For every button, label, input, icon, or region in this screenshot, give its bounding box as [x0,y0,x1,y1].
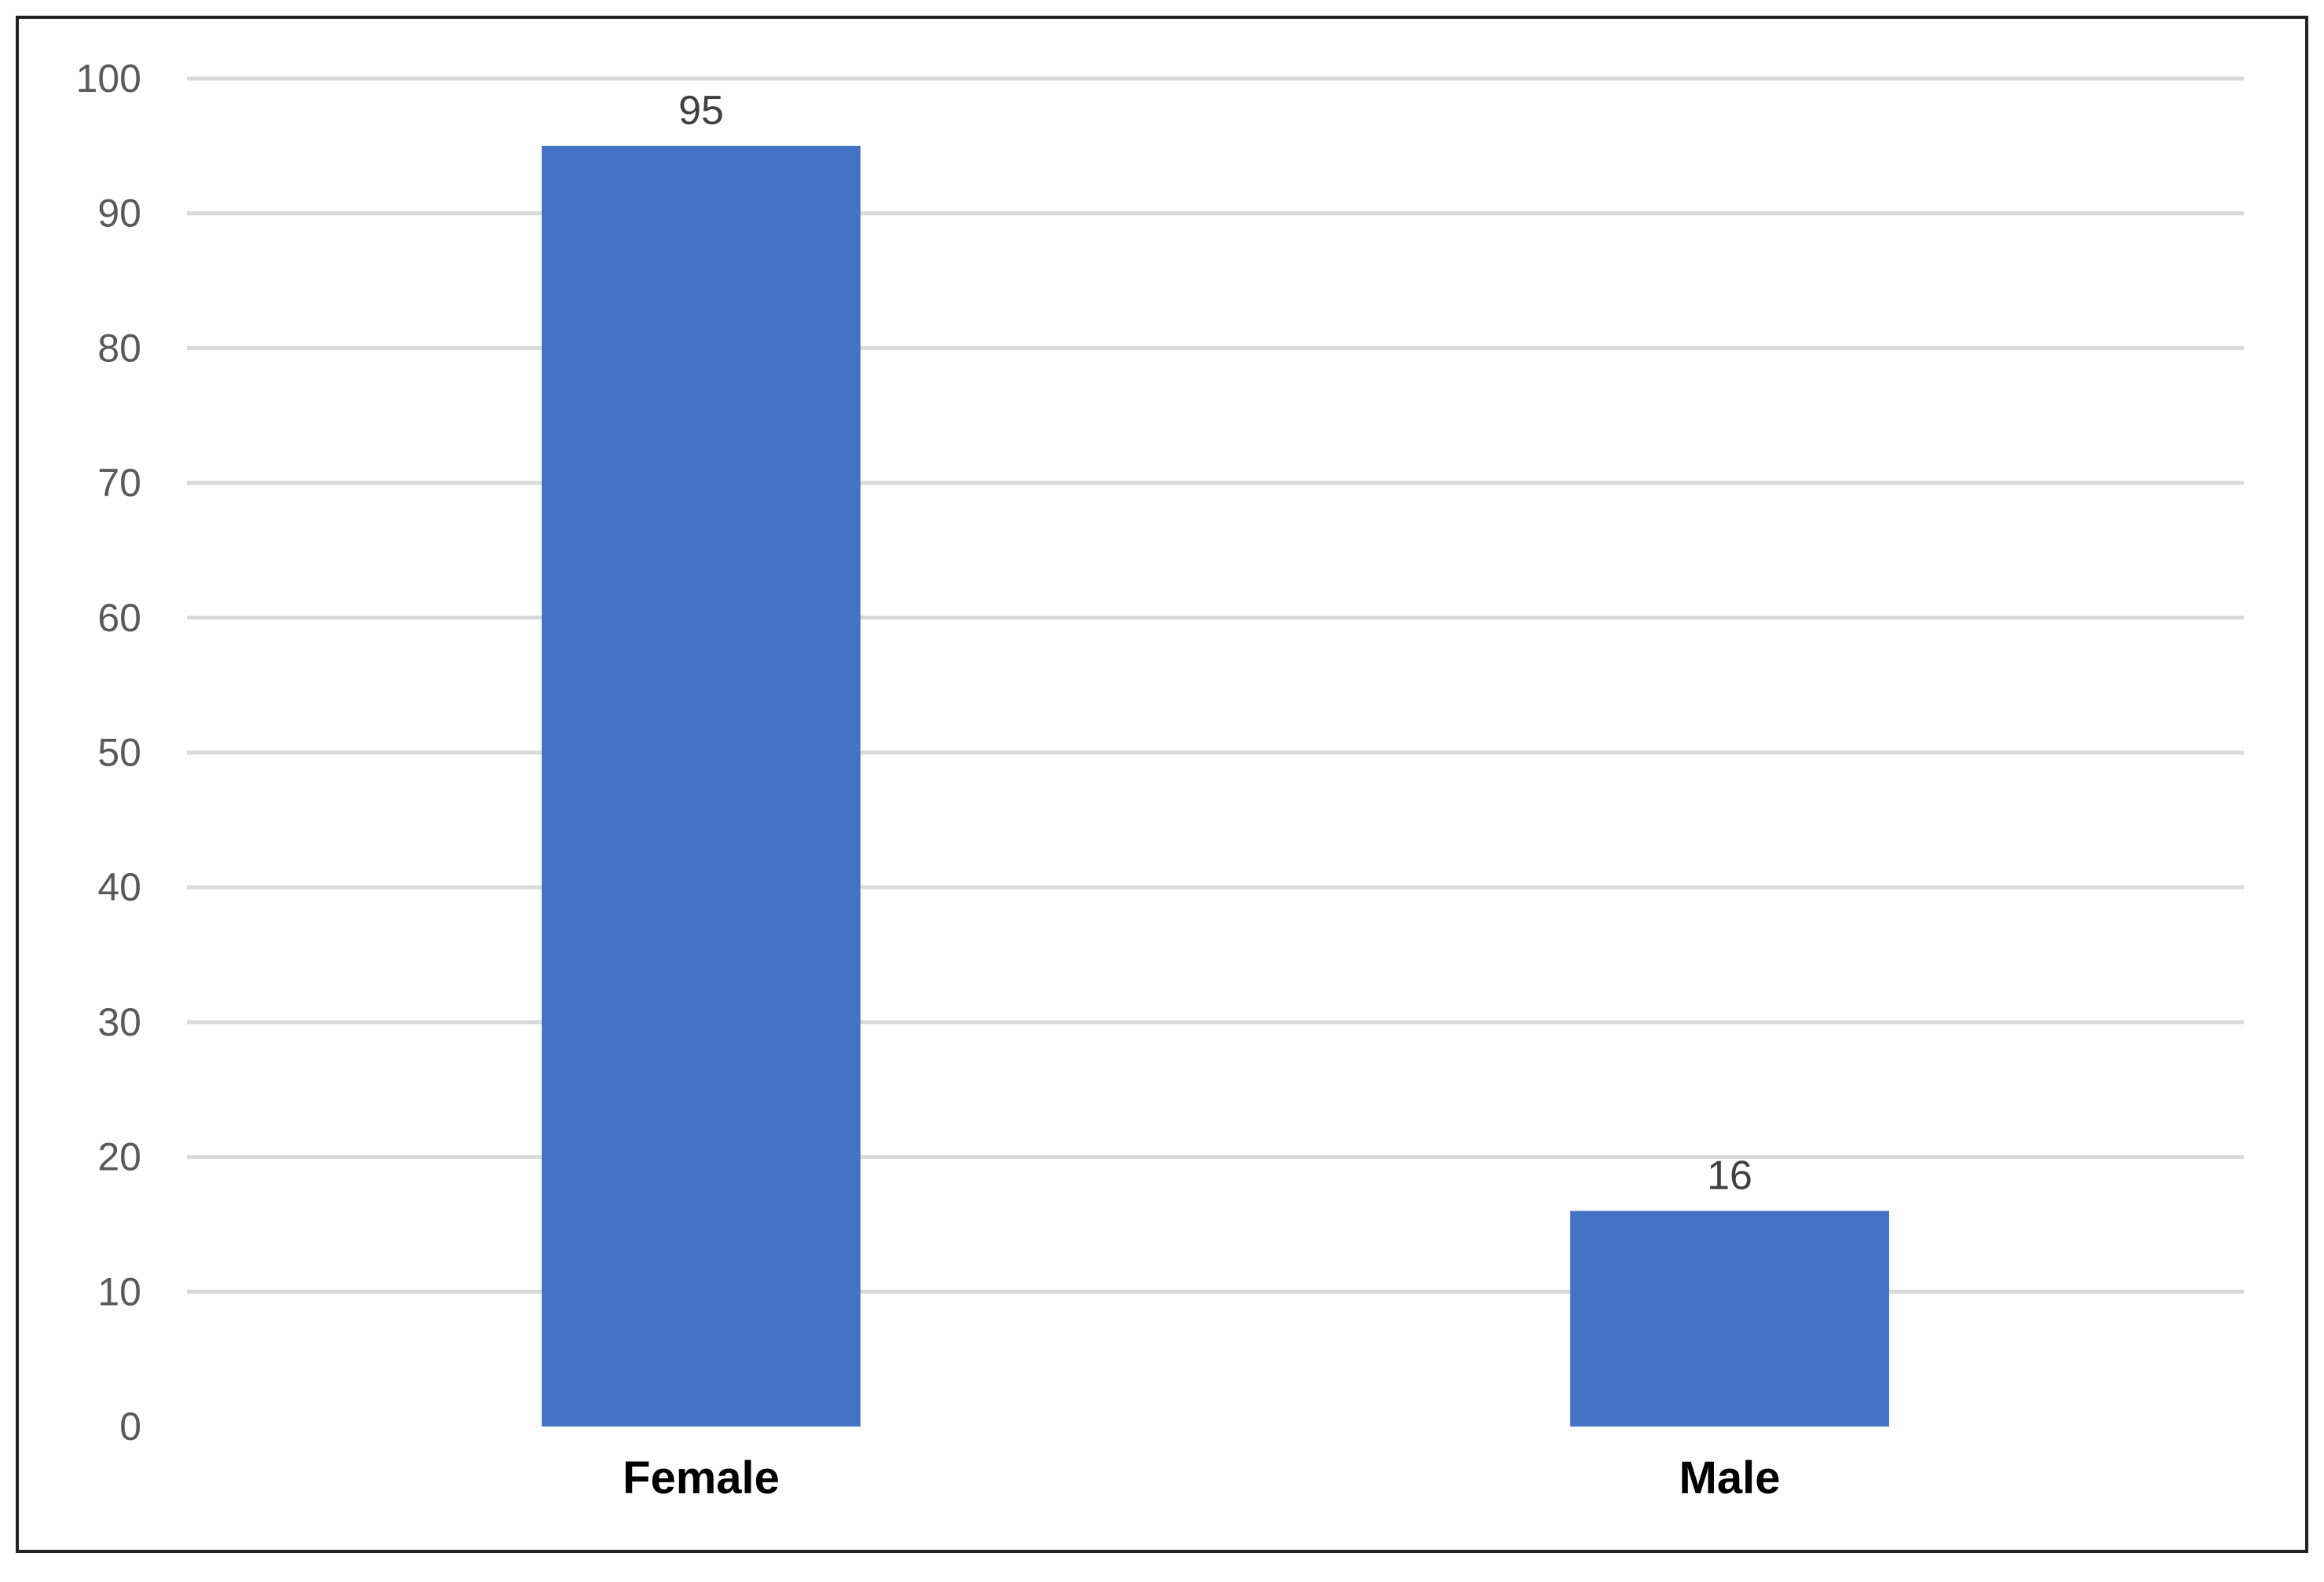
gridlines [187,76,2244,1294]
bars [541,145,1890,1427]
bar-female [541,145,861,1427]
y-tick-label: 20 [97,1135,141,1179]
y-axis-ticks: 0 10 20 30 40 50 60 70 80 90 100 [76,57,141,1449]
y-tick-label: 40 [97,865,141,909]
bar-male [1569,1211,1890,1427]
y-tick-label: 80 [97,326,141,370]
data-label-female: 95 [678,88,724,133]
y-tick-label: 100 [76,57,141,100]
chart-frame [16,16,2308,1553]
y-tick-label: 60 [97,596,141,640]
y-tick-label: 70 [97,461,141,505]
category-label-male: Male [1679,1452,1781,1503]
x-axis-categories: Female Male [623,1452,1780,1503]
category-label-female: Female [623,1452,780,1503]
y-tick-label: 10 [97,1270,141,1313]
y-tick-label: 50 [97,731,141,775]
y-tick-label: 0 [119,1405,141,1449]
y-tick-label: 30 [97,1000,141,1044]
y-tick-label: 90 [97,192,141,236]
data-label-male: 16 [1707,1153,1752,1198]
data-labels: 95 16 [678,88,1752,1198]
